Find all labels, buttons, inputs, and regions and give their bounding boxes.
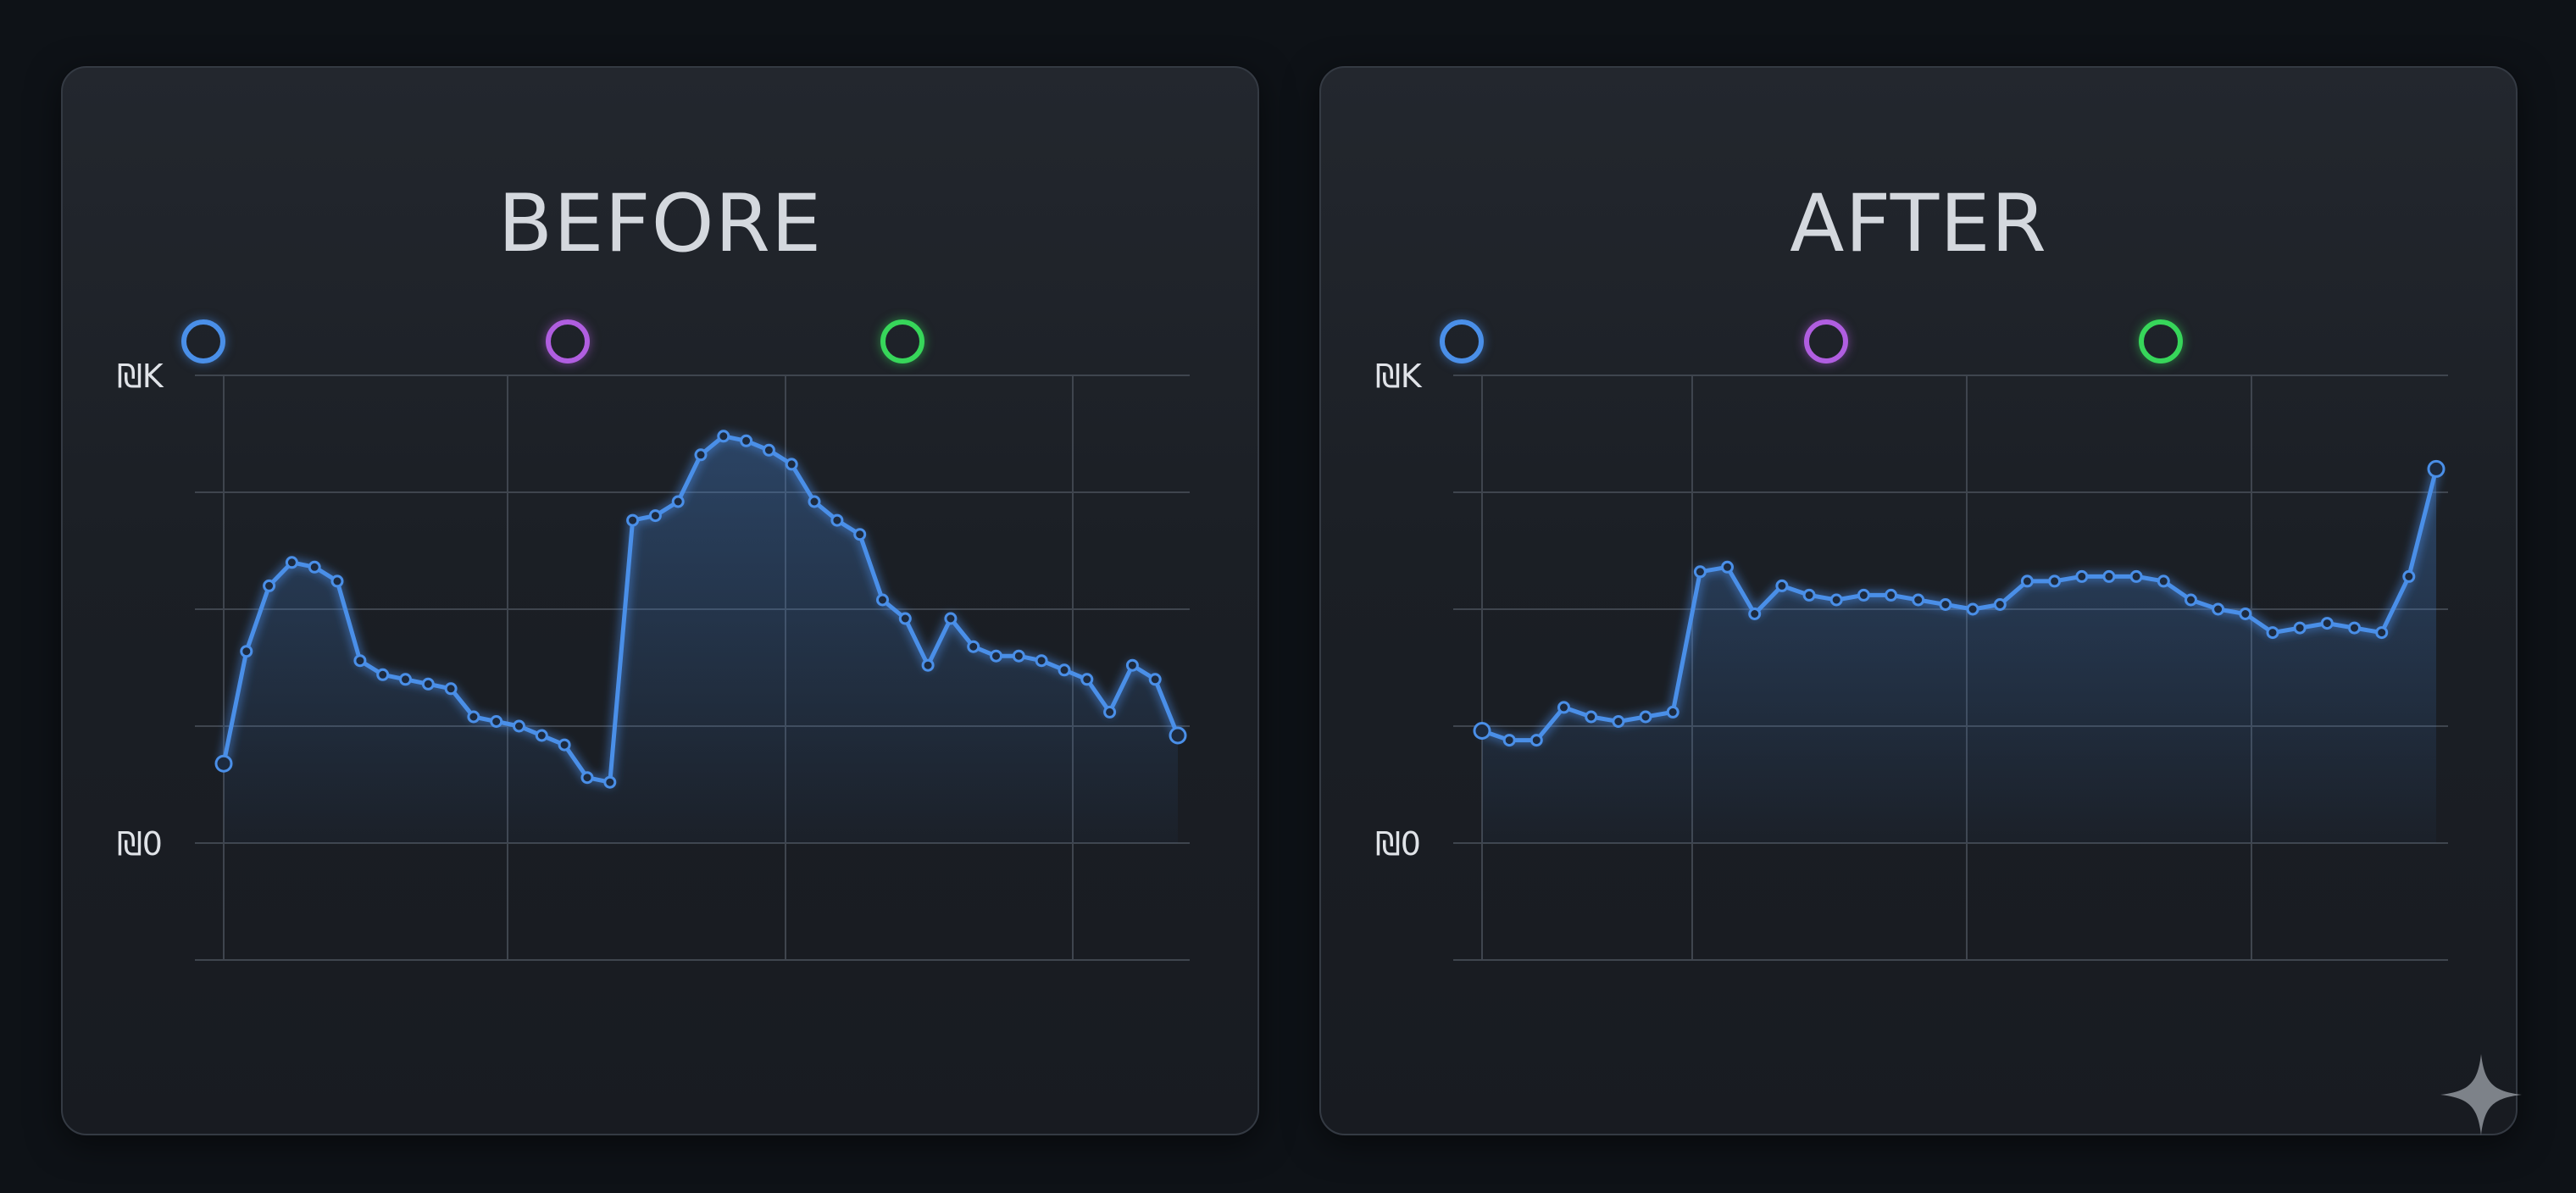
data-point [330, 574, 344, 588]
data-point [1557, 701, 1570, 714]
data-point [1125, 658, 1139, 672]
chart-title-before: BEFORE [497, 178, 823, 270]
data-point [2075, 569, 2089, 583]
data-point [2375, 626, 2389, 640]
legend-marker-purple [1804, 319, 1848, 363]
data-point [1012, 649, 1025, 663]
y-tick-label: ₪K [1375, 358, 1423, 395]
series-area-fill [224, 436, 1178, 843]
data-point [785, 458, 798, 471]
data-point [2402, 569, 2416, 583]
data-point [626, 513, 640, 527]
data-point [2293, 621, 2307, 635]
data-point [1775, 579, 1789, 592]
chart-panel-after: AFTER ₪K ₪0 [1319, 66, 2518, 1135]
data-point [1585, 710, 1598, 724]
data-point [2102, 569, 2116, 583]
line-chart-before: ₪K ₪0 [117, 358, 1190, 961]
chart-panel-before: BEFORE ₪K ₪0 [61, 66, 1259, 1135]
data-point [2348, 621, 2361, 635]
data-point [876, 593, 889, 607]
data-point [285, 556, 298, 569]
legend-marker-green [2139, 319, 2183, 363]
data-point [830, 513, 844, 527]
data-point [2157, 574, 2170, 588]
data-point [2266, 626, 2279, 640]
data-point [671, 495, 685, 508]
legend-marker-purple [546, 319, 590, 363]
data-point [990, 649, 1002, 663]
data-point [1885, 588, 1898, 602]
data-point [467, 710, 480, 724]
data-point [376, 668, 390, 681]
data-point [1829, 593, 1843, 607]
data-point [580, 771, 594, 785]
data-point [1103, 705, 1117, 719]
chart-title-after: AFTER [1790, 178, 2047, 270]
data-point [1993, 598, 2007, 611]
data-point [1502, 734, 1516, 747]
data-point [740, 434, 753, 447]
data-point [944, 612, 958, 625]
data-point [1473, 722, 1491, 740]
data-point [1666, 705, 1679, 719]
data-point [648, 509, 662, 523]
data-point [353, 654, 367, 668]
data-point [898, 612, 912, 625]
data-point [762, 443, 775, 457]
data-point [399, 673, 412, 686]
y-tick-label: ₪0 [1375, 825, 1421, 863]
data-point [2427, 459, 2446, 478]
data-point [1966, 602, 1979, 616]
data-point [1612, 715, 1625, 728]
data-point [2020, 574, 2034, 588]
data-point [2320, 617, 2334, 630]
data-point [1639, 710, 1652, 724]
data-point [1693, 565, 1707, 579]
data-point [513, 719, 525, 733]
data-point [603, 775, 617, 789]
legend-marker-blue [1440, 319, 1484, 363]
data-point [558, 738, 571, 752]
data-point [1721, 560, 1734, 574]
data-point [1080, 673, 1094, 686]
data-point [535, 729, 548, 742]
data-point [1802, 588, 1816, 602]
data-point [214, 754, 233, 773]
data-point [2048, 574, 2062, 588]
legend-marker-blue [181, 319, 225, 363]
data-point [2129, 569, 2143, 583]
data-point [717, 430, 730, 443]
data-point [921, 658, 935, 672]
data-point [1912, 593, 1925, 607]
data-point [263, 579, 276, 592]
y-tick-label: ₪0 [117, 825, 163, 863]
data-point [444, 682, 458, 696]
data-point [308, 560, 321, 574]
data-point [2239, 608, 2252, 620]
sparkle-icon [2440, 1054, 2522, 1135]
data-point [1058, 663, 1071, 677]
data-point [2185, 593, 2197, 607]
data-point [1169, 726, 1187, 745]
data-point [2212, 602, 2225, 616]
data-point [967, 640, 980, 653]
data-point [1035, 654, 1048, 668]
line-chart-after: ₪K ₪0 [1375, 358, 2448, 961]
y-tick-label: ₪K [117, 358, 164, 395]
data-point [694, 448, 708, 462]
data-point [808, 495, 821, 508]
data-point [1748, 608, 1762, 620]
data-point [1530, 734, 1543, 747]
series-area-fill [1482, 469, 2436, 843]
data-point [1857, 588, 1870, 602]
data-point [490, 715, 503, 728]
legend-marker-green [880, 319, 924, 363]
data-point [240, 645, 253, 658]
data-point [1939, 598, 1952, 611]
data-point [1148, 673, 1162, 686]
data-point [421, 677, 435, 691]
data-point [853, 528, 867, 541]
